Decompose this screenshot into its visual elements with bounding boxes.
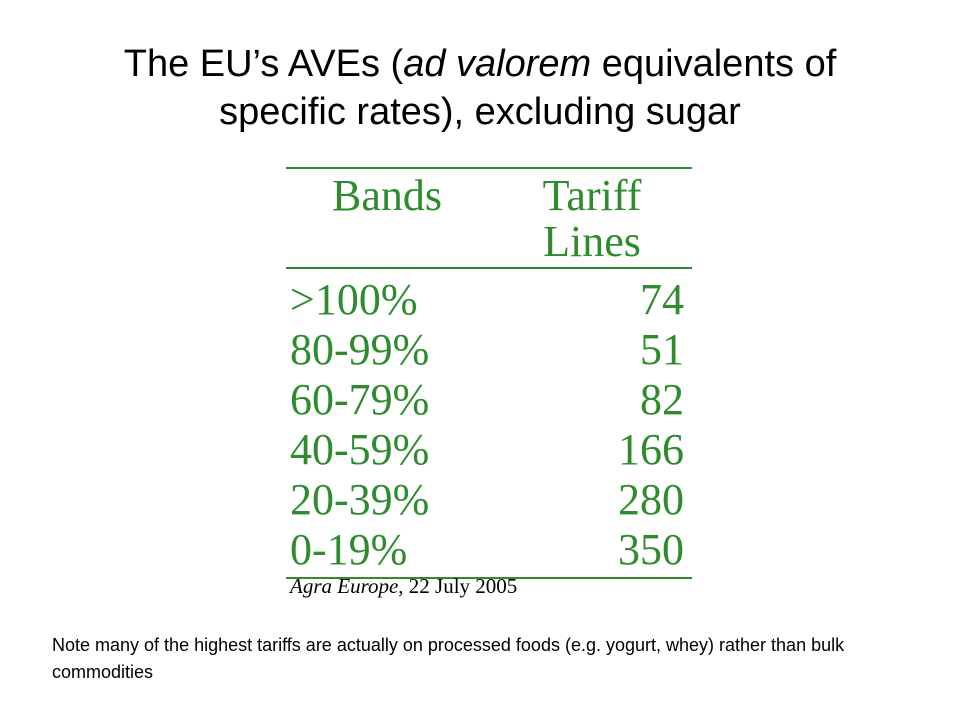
- table-body: >100% 74 80-99% 51 60-79% 82 40-59% 166 …: [286, 269, 692, 577]
- table-header-rule: [286, 267, 692, 269]
- table-row: 60-79% 82: [286, 373, 692, 424]
- count-cell: 51: [640, 325, 684, 374]
- table-header-row: Bands Tariff Lines: [286, 169, 692, 267]
- table-row: >100% 74: [286, 273, 692, 324]
- table-row: 80-99% 51: [286, 323, 692, 374]
- title-italic: ad valorem: [403, 43, 592, 85]
- source-date: , 22 July 2005: [398, 574, 518, 598]
- count-cell: 74: [640, 275, 684, 324]
- header-bands: Bands: [332, 171, 442, 220]
- count-cell: 166: [618, 425, 684, 474]
- count-cell: 82: [640, 375, 684, 424]
- count-cell: 350: [618, 525, 684, 574]
- header-tariff-lines: Tariff Lines: [540, 173, 644, 265]
- source-citation: Agra Europe, 22 July 2005: [290, 574, 517, 599]
- table-row: 40-59% 166: [286, 423, 692, 474]
- title-suffix: equivalents of: [591, 43, 837, 85]
- table-row: 0-19% 350: [286, 523, 692, 574]
- band-cell: 20-39%: [290, 475, 430, 524]
- count-cell: 280: [618, 475, 684, 524]
- band-cell: 40-59%: [290, 425, 430, 474]
- slide-title: The EU’s AVEs (ad valorem equivalents of…: [40, 40, 920, 136]
- header-tariff: Tariff: [542, 171, 642, 220]
- band-cell: 60-79%: [290, 375, 430, 424]
- table-top-rule: [286, 167, 692, 169]
- title-line2: specific rates), excluding sugar: [219, 91, 741, 133]
- band-cell: 80-99%: [290, 325, 430, 374]
- band-cell: >100%: [290, 275, 418, 324]
- band-cell: 0-19%: [290, 525, 408, 574]
- title-prefix: The EU’s AVEs (: [123, 43, 404, 85]
- table-bottom-rule: [286, 577, 692, 579]
- table-row: 20-39% 280: [286, 473, 692, 524]
- footnote: Note many of the highest tariffs are act…: [52, 635, 845, 682]
- source-publication: Agra Europe: [290, 574, 399, 598]
- header-lines: Lines: [543, 217, 641, 266]
- tariff-band-table: Bands Tariff Lines >100% 74 80-99% 51 60…: [286, 167, 692, 579]
